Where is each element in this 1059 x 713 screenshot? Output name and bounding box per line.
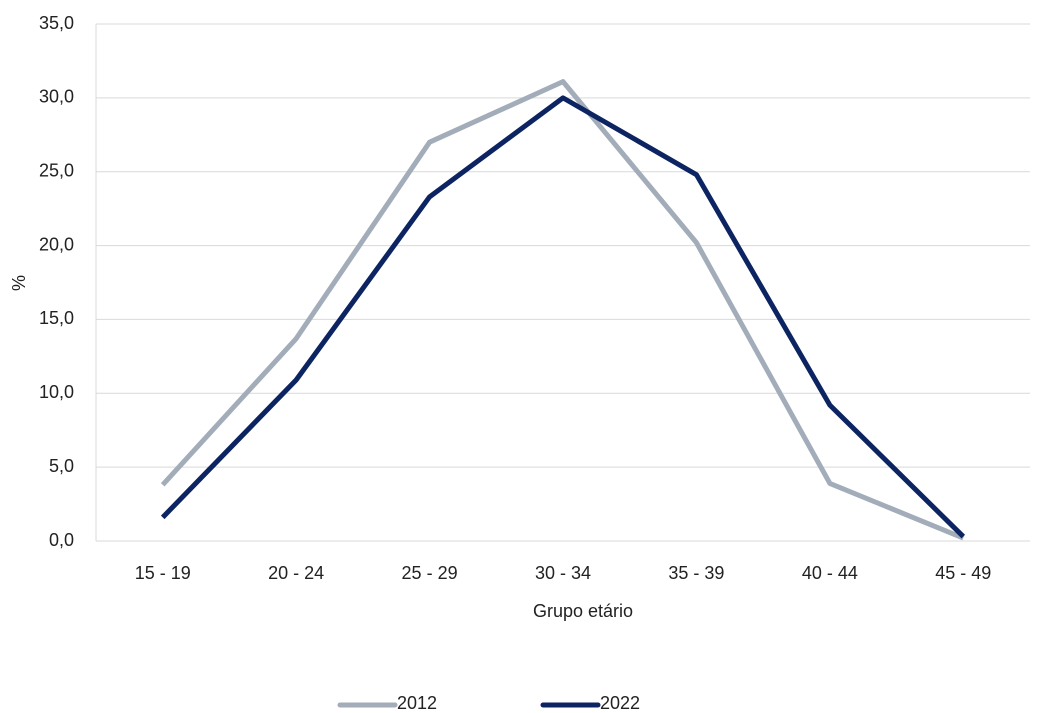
y-tick-label: 35,0: [39, 13, 74, 33]
x-tick-label: 45 - 49: [935, 563, 991, 583]
x-tick-label: 35 - 39: [668, 563, 724, 583]
y-tick-label: 15,0: [39, 308, 74, 328]
legend-label: 2022: [600, 693, 640, 713]
x-axis-label: Grupo etário: [533, 601, 633, 621]
x-tick-label: 20 - 24: [268, 563, 324, 583]
y-tick-label: 10,0: [39, 382, 74, 402]
y-tick-label: 0,0: [49, 530, 74, 550]
x-tick-label: 30 - 34: [535, 563, 591, 583]
x-tick-label: 25 - 29: [402, 563, 458, 583]
line-series: [160, 79, 965, 541]
y-tick-label: 20,0: [39, 234, 74, 254]
x-tick-label: 15 - 19: [135, 563, 191, 583]
y-tick-label: 30,0: [39, 87, 74, 107]
x-tick-label: 40 - 44: [802, 563, 858, 583]
y-tick-label: 5,0: [49, 456, 74, 476]
line-series: [160, 95, 966, 539]
y-tick-label: 25,0: [39, 160, 74, 180]
legend-label: 2012: [397, 693, 437, 713]
y-axis-label: %: [9, 275, 29, 291]
